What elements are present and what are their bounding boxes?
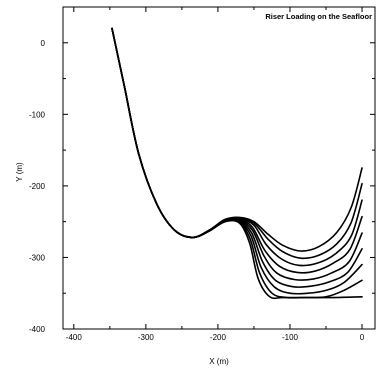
x-tick-label: -200 — [210, 333, 227, 342]
riser-curve-7 — [111, 27, 363, 295]
y-tick-label: -100 — [29, 110, 46, 119]
axis-ticks — [63, 7, 375, 330]
y-tick-label: 0 — [41, 39, 46, 48]
x-tick-label: -400 — [66, 333, 83, 342]
riser-curve-6 — [111, 27, 363, 288]
plot-frame — [62, 6, 376, 330]
riser-curve-8 — [111, 27, 363, 299]
axis-tick-labels: -400 -300 -200 -100 0 0 -100 -200 -300 -400 — [29, 39, 365, 342]
y-tick-label: -400 — [29, 325, 46, 334]
riser-curve-3 — [111, 27, 363, 267]
chart-title: Riser Loading on the Seafloor — [265, 12, 372, 21]
y-tick-label: -200 — [29, 182, 46, 191]
y-axis-title: Y (m) — [15, 162, 24, 182]
y-tick-label: -300 — [29, 253, 46, 262]
x-tick-label: 0 — [360, 333, 365, 342]
x-axis-title: X (m) — [209, 357, 229, 366]
x-tick-label: -100 — [282, 333, 299, 342]
x-tick-label: -300 — [138, 333, 155, 342]
series-group — [111, 27, 363, 300]
riser-curve-5 — [111, 27, 363, 281]
riser-curve-4 — [111, 27, 363, 274]
riser-curve-2 — [111, 27, 363, 260]
riser-curve-9 — [111, 27, 363, 300]
